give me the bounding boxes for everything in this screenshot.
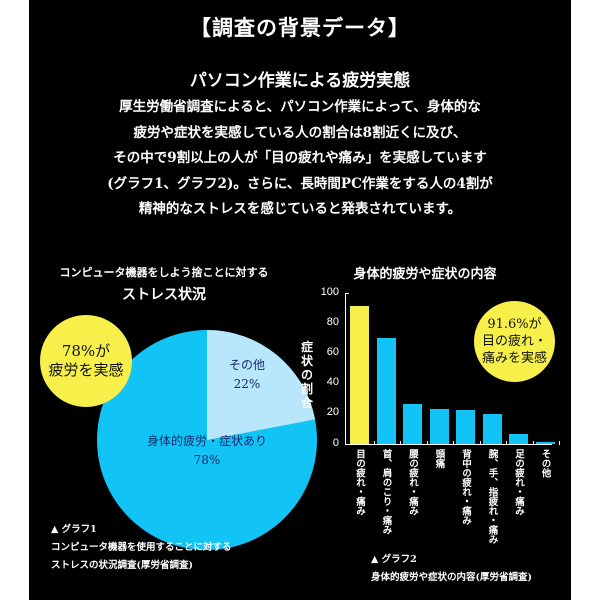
bar-2 — [403, 404, 422, 444]
graph2-caption-line1: 身体的疲労や症状の内容(厚労省調査) — [371, 572, 532, 583]
x-category-label: 目の疲れ・痛み — [354, 449, 365, 516]
x-axis-tick — [506, 441, 507, 445]
bar-y-axis — [345, 293, 346, 445]
body-line: 精神的なストレスを感じていると発表されています。 — [138, 201, 462, 217]
bar-4 — [456, 410, 475, 444]
bar-x-axis — [345, 444, 552, 445]
x-category-label: 足の疲れ・痛み — [513, 449, 524, 516]
body-line: 疲労や症状を実感している人の割合は8割近くに及び、 — [133, 124, 467, 141]
graph1-caption-line1: コンピュータ機器を使用することに対する — [51, 542, 232, 553]
bar-6 — [509, 434, 528, 444]
graph2-caption: ▲ グラフ2 身体的疲労や症状の内容(厚労省調査) — [371, 551, 532, 587]
bar-3 — [429, 409, 449, 444]
infographic-panel: 【調査の背景データ】 パソコン作業による疲労実態 厚生労働省調査によると、パソコ… — [29, 0, 571, 600]
y-tick-20: 20 — [326, 406, 339, 418]
x-category-label: 腰の疲れ・痛み — [407, 449, 418, 516]
bar-chart-title: 身体的疲労や症状の内容 — [353, 267, 497, 282]
y-tick-0: 0 — [332, 437, 339, 449]
pie-label-other: その他 22% — [207, 356, 287, 394]
pie-label-main-name: 身体的疲労・症状あり — [146, 434, 267, 448]
x-axis-tick — [479, 441, 481, 445]
pie-chart: その他 22% 身体的疲労・症状あり 78% — [97, 330, 317, 550]
pie-callout-line1: 78%が — [61, 342, 111, 360]
pie-chart-graphic — [97, 330, 317, 550]
bar-callout-bubble: 91.6%が 目の疲れ・ 痛みを実感 — [474, 301, 555, 382]
y-tick-80: 80 — [326, 316, 339, 328]
x-axis-tick — [426, 441, 428, 445]
pie-callout-bubble: 78%が 疲労を実感 — [40, 315, 132, 407]
pie-label-other-value: 22% — [233, 377, 261, 391]
section-subtitle: パソコン作業による疲労実態 — [189, 71, 411, 91]
bar-7 — [535, 442, 555, 444]
bar-callout-line1: 91.6%が — [487, 317, 542, 332]
x-category-label: 腕、手、指疲れ・痛み — [486, 449, 498, 544]
graph1-caption: ▲ グラフ1 コンピュータ機器を使用することに対する ストレスの状況調査(厚労省… — [51, 521, 232, 575]
x-axis-tick — [559, 441, 560, 445]
pie-title-line1: コンピュータ機器をしよう捨ことに対する — [59, 266, 269, 279]
bar-1 — [376, 338, 396, 444]
x-axis-tick — [400, 441, 401, 445]
x-category-label: 頭痛 — [433, 449, 445, 468]
pie-slice-other — [207, 330, 316, 440]
body-line: (グラフ1、グラフ2)。さらに、長時間PC作業をする人の4割が — [107, 175, 493, 192]
y-tick-100: 100 — [320, 286, 339, 298]
graph1-caption-line2: ストレスの状況調査(厚労省調査) — [51, 560, 193, 571]
page-title: 【調査の背景データ】 — [190, 15, 410, 40]
y-axis-top-tick — [345, 293, 349, 294]
x-axis-tick — [373, 441, 375, 445]
graph2-caption-marker: ▲ グラフ2 — [371, 554, 417, 565]
bar-callout-line2: 目の疲れ・ — [481, 334, 547, 349]
x-category-label: その他 — [539, 449, 551, 478]
x-axis-tick — [453, 441, 454, 445]
pie-callout-line2: 疲労を実感 — [48, 361, 124, 379]
graph1-caption-marker: ▲ グラフ1 — [51, 524, 97, 535]
bar-5 — [482, 414, 502, 444]
y-tick-40: 40 — [326, 376, 339, 388]
body-paragraph: 厚生労働省調査によると、パソコン作業によって、身体的な 疲労や症状を実感している… — [29, 95, 571, 223]
pie-label-main-value: 78% — [193, 453, 221, 467]
pie-label-main: 身体的疲労・症状あり 78% — [102, 432, 312, 470]
body-line: その中で9割以上の人が「目の疲れや痛み」を実感しています — [113, 150, 487, 166]
x-category-label: 背中の疲れ・痛み — [460, 449, 471, 525]
x-axis-tick — [532, 441, 534, 445]
bar-callout-line3: 痛みを実感 — [481, 351, 547, 366]
bar-y-axis-label: 症状の割合 — [301, 340, 314, 410]
body-line: 厚生労働省調査によると、パソコン作業によって、身体的な — [119, 99, 481, 115]
y-tick-60: 60 — [326, 346, 339, 358]
pie-chart-title: コンピュータ機器をしよう捨ことに対する ストレス状況 — [39, 262, 289, 306]
x-category-label: 首、肩のこり・痛み — [380, 449, 392, 535]
pie-label-other-name: その他 — [228, 358, 265, 372]
pie-title-line2: ストレス状況 — [122, 287, 206, 303]
bar-0 — [350, 306, 369, 444]
